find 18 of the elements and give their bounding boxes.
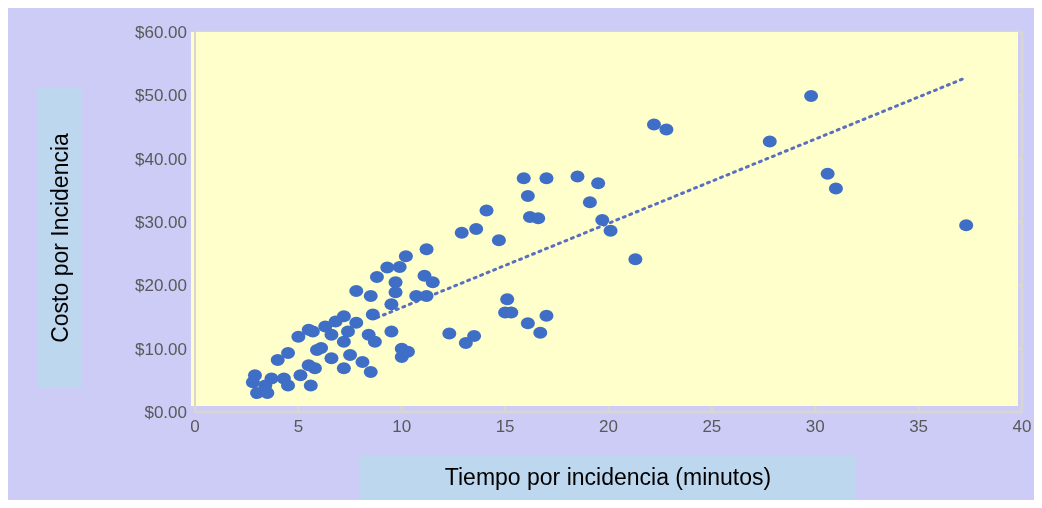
y-tick-label: $30.00	[135, 213, 187, 233]
x-tick-label: 25	[702, 417, 722, 437]
x-tick-label: 15	[495, 417, 515, 437]
y-tick-label: $20.00	[135, 276, 187, 296]
y-axis-title: Costo por Incidencia	[46, 133, 74, 343]
y-tick-label: $50.00	[135, 86, 187, 106]
x-tick-label: 0	[190, 417, 200, 437]
x-tick-label: 10	[392, 417, 412, 437]
x-tick-label: 40	[1012, 417, 1032, 437]
x-tick-label: 5	[293, 417, 304, 437]
x-tick-label: 20	[599, 417, 618, 437]
y-tick-label: $40.00	[135, 149, 187, 169]
y-tick-label: $0.00	[144, 403, 187, 423]
x-tick-label: 35	[909, 417, 929, 437]
y-tick-label: $10.00	[135, 339, 187, 359]
y-tick-label: $60.00	[135, 23, 187, 43]
x-tick-label: 30	[805, 417, 825, 437]
x-axis-title: Tiempo por incidencia (minutos)	[360, 455, 856, 499]
